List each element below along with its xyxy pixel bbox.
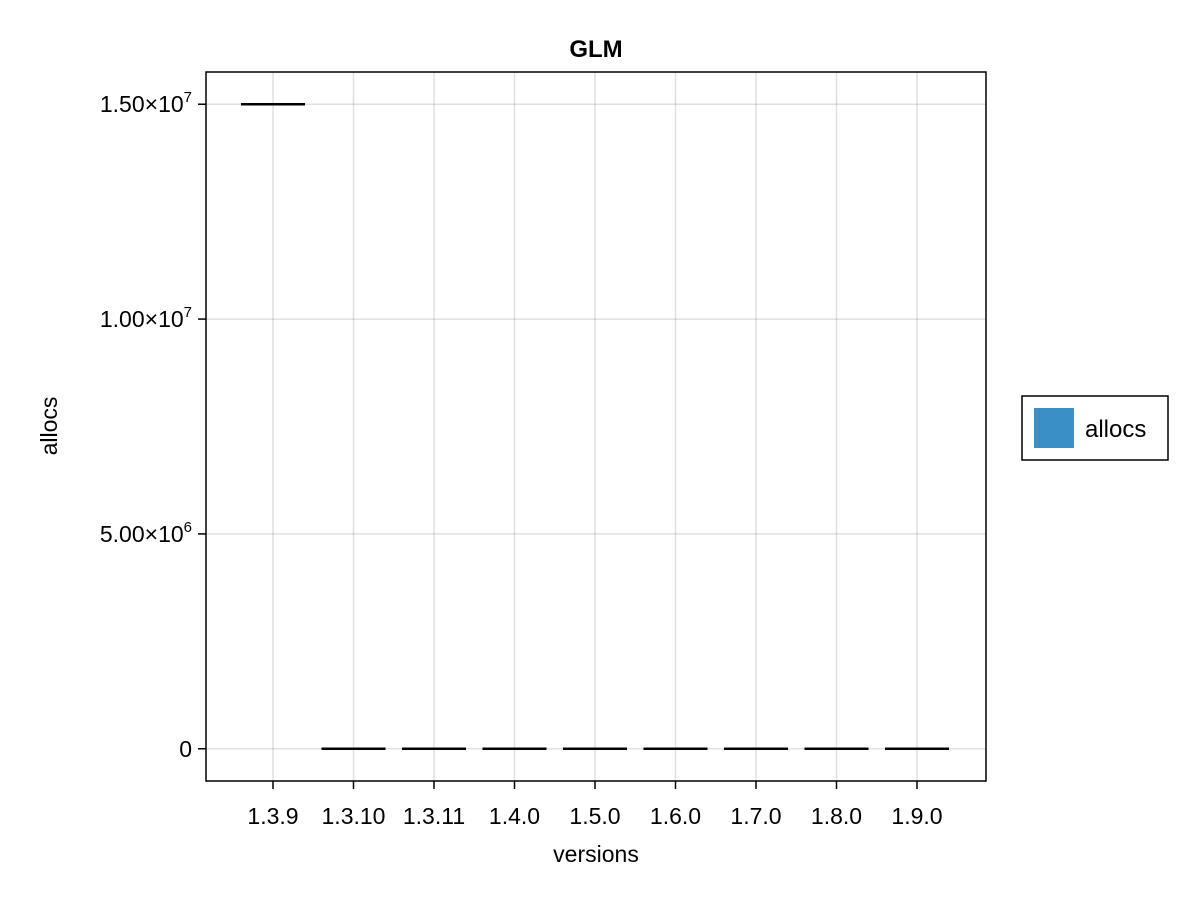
y-axis-label: allocs — [36, 397, 62, 456]
y-tick-label: 0 — [179, 736, 192, 762]
x-tick-label: 1.8.0 — [811, 803, 862, 829]
x-axis-ticks: 1.3.9 1.3.10 1.3.11 1.4.0 1.5.0 1.6.0 1.7.0 1.8… — [247, 781, 943, 829]
x-tick-label: 1.4.0 — [489, 803, 540, 829]
legend-swatch — [1034, 408, 1074, 448]
y-tick-label: 1.00×107 — [100, 304, 192, 332]
plot-frame — [205, 71, 987, 782]
x-tick-label: 1.5.0 — [569, 803, 620, 829]
x-tick-label: 1.3.11 — [403, 803, 465, 829]
y-axis-ticks: 0 5.00×106 1.00×107 1.50×107 — [100, 89, 206, 762]
x-tick-label: 1.6.0 — [650, 803, 701, 829]
x-axis-label: versions — [553, 841, 639, 867]
chart-title: GLM — [569, 36, 622, 63]
data-marks — [241, 102, 949, 751]
y-tick-label: 1.50×107 — [100, 89, 192, 117]
grid — [206, 72, 986, 781]
x-tick-label: 1.3.10 — [322, 803, 386, 829]
y-tick-label: 5.00×106 — [100, 519, 192, 547]
x-tick-label: 1.7.0 — [730, 803, 781, 829]
x-tick-label: 1.3.9 — [247, 803, 298, 829]
legend-label: allocs — [1085, 416, 1146, 443]
x-tick-label: 1.9.0 — [891, 803, 942, 829]
legend: allocs — [1021, 395, 1169, 461]
